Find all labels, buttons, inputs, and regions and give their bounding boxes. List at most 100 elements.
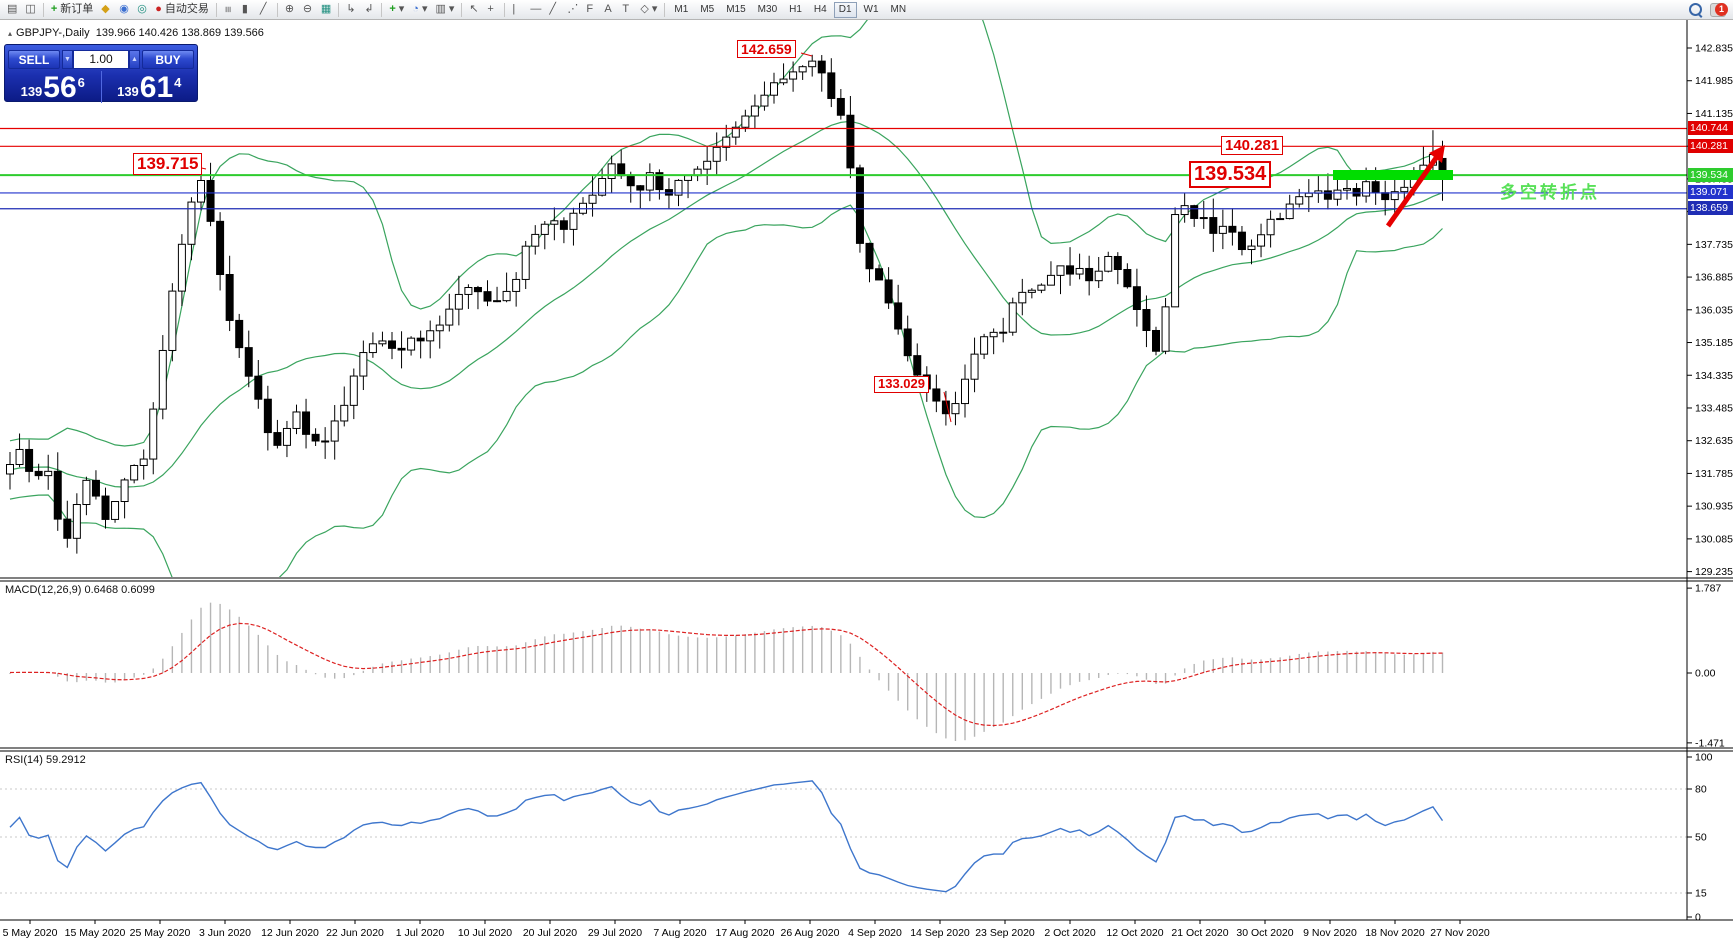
chart-window-glyph: ▤ — [7, 3, 18, 15]
tile-windows-button[interactable]: ▦ — [317, 1, 335, 18]
bollinger-bands — [9, 20, 1443, 577]
volume-input[interactable] — [73, 49, 129, 69]
symbol-period-label: GBPJPY-,Daily — [16, 27, 90, 39]
date-tick: 15 May 2020 — [65, 927, 126, 939]
navigator-icon[interactable]: ◫ — [21, 1, 39, 18]
dropdown-icon: ▾ — [651, 3, 658, 15]
vertical-line-button[interactable]: | — [508, 1, 526, 18]
price-tick: 141.985 — [1695, 75, 1733, 87]
sell-button[interactable]: SELL — [8, 49, 60, 69]
toolbar-separator — [42, 2, 44, 17]
main-toolbar: ▤ ◫ + 新订单 ◆ ◉ ◎ ● 自动交易 ≡ ▮ ╱ ⊕ ⊖ ▦ ↳ ↲ +… — [0, 0, 1733, 20]
horizontal-line-button[interactable]: — — [526, 1, 545, 18]
timeframe-button-D1[interactable]: D1 — [833, 1, 857, 18]
red-trend-arrow[interactable] — [1385, 145, 1445, 228]
price-tick: 132.635 — [1695, 435, 1733, 447]
date-tick: 18 Nov 2020 — [1365, 927, 1425, 939]
rsi-tick: 15 — [1695, 888, 1707, 900]
date-tick: 23 Sep 2020 — [975, 927, 1035, 939]
signals-icon[interactable]: ◎ — [133, 1, 151, 18]
diamond-icon: ◆ — [101, 3, 110, 15]
indicator-windows-button[interactable]: ↳ — [342, 1, 360, 18]
price-callout-139.534[interactable]: 139.534 — [1189, 161, 1272, 188]
price-tick: 130.085 — [1695, 533, 1733, 545]
buy-price[interactable]: 139 61 4 — [102, 71, 198, 103]
price-callout-133.029[interactable]: 133.029 — [874, 376, 929, 393]
virtual-hosting-icon[interactable]: ◉ — [115, 1, 133, 18]
date-tick: 5 May 2020 — [3, 927, 58, 939]
price-tick: 137.735 — [1695, 239, 1733, 251]
autotrading-icon: ● — [155, 3, 162, 15]
price-tick: 131.785 — [1695, 468, 1733, 480]
bar-chart-button[interactable]: ≡ — [220, 1, 238, 18]
price-tag-140.281: 140.281 — [1688, 138, 1733, 153]
objects-list-button[interactable]: ↲ — [360, 1, 378, 18]
candles-layer — [6, 54, 1447, 554]
price-tick: 129.235 — [1695, 566, 1733, 578]
text-button[interactable]: A — [600, 1, 618, 18]
volume-increase-button[interactable]: ▲ — [129, 49, 140, 69]
price-callout-142.659[interactable]: 142.659 — [737, 40, 796, 59]
search-button[interactable] — [1685, 1, 1706, 18]
candlestick-chart-button[interactable]: ▮ — [238, 1, 256, 18]
notifications-button[interactable]: 1 — [1706, 1, 1730, 18]
chart-canvas[interactable]: 142.835141.985141.135140.285139.435138.5… — [0, 20, 1733, 946]
horizontal-line-icon: — — [530, 3, 542, 15]
chart-annotation-text[interactable]: 多空转折点 — [1500, 183, 1600, 202]
rsi-gridlines — [0, 788, 1687, 894]
timeframe-button-H1[interactable]: H1 — [784, 2, 807, 18]
new-order-button[interactable]: + 新订单 — [47, 1, 97, 18]
toolbar-separator — [664, 2, 666, 17]
sell-price[interactable]: 139 56 6 — [5, 71, 102, 103]
zoom-in-button[interactable]: ⊕ — [281, 1, 299, 18]
autotrading-label: 自动交易 — [164, 3, 209, 15]
green-highlight-bar[interactable] — [1333, 170, 1453, 180]
date-tick: 14 Sep 2020 — [910, 927, 970, 939]
date-tick: 29 Jul 2020 — [588, 927, 642, 939]
rsi-tick: 0 — [1695, 912, 1701, 924]
timeframe-button-H4[interactable]: H4 — [809, 2, 832, 18]
timeframe-button-M5[interactable]: M5 — [695, 2, 719, 18]
price-callout-139.715[interactable]: 139.715 — [133, 153, 203, 175]
zoom-out-icon: ⊖ — [302, 3, 313, 15]
buy-price-big: 61 — [139, 71, 174, 104]
text-icon: A — [604, 3, 612, 15]
line-chart-button[interactable]: ╱ — [256, 1, 274, 18]
trendline-button[interactable]: ╱ — [545, 1, 563, 18]
template-button[interactable]: ▥ ▾ — [431, 1, 458, 18]
price-tick: 130.935 — [1695, 501, 1733, 513]
date-tick: 4 Sep 2020 — [848, 927, 902, 939]
shapes-button[interactable]: ◇ ▾ — [636, 1, 661, 18]
notification-badge: 1 — [1715, 3, 1728, 16]
timeframe-button-M1[interactable]: M1 — [669, 2, 693, 18]
mql5-icon[interactable]: ◆ — [97, 1, 115, 18]
fibonacci-button[interactable]: F — [582, 1, 600, 18]
chart-window-icon[interactable]: ▤ — [3, 1, 21, 18]
toolbar-separator — [504, 2, 506, 17]
timeframe-button-MN[interactable]: MN — [886, 2, 912, 18]
sell-price-big: 56 — [43, 71, 77, 104]
profiles-button[interactable]: ◔ ▾ — [408, 1, 431, 18]
buy-button[interactable]: BUY — [142, 49, 194, 69]
date-tick: 3 Jun 2020 — [199, 927, 251, 939]
timeframe-button-M30[interactable]: M30 — [753, 2, 782, 18]
callout-leader-line — [800, 52, 813, 57]
price-tick: 134.335 — [1695, 370, 1733, 382]
price-tick: 135.185 — [1695, 337, 1733, 349]
autotrading-button[interactable]: ● 自动交易 — [151, 1, 213, 18]
price-callout-140.281[interactable]: 140.281 — [1221, 136, 1284, 156]
timeframe-button-W1[interactable]: W1 — [859, 2, 884, 18]
objects-list-icon: ↲ — [364, 3, 374, 15]
zoom-out-button[interactable]: ⊖ — [299, 1, 317, 18]
price-tag-139.071: 139.071 — [1688, 185, 1733, 200]
crosshair-button[interactable]: + — [483, 1, 501, 18]
label-button[interactable]: T — [618, 1, 636, 18]
price-tag-138.659: 138.659 — [1688, 201, 1733, 216]
timeframe-button-M15[interactable]: M15 — [721, 2, 750, 18]
buy-price-prefix: 139 — [117, 84, 139, 99]
cursor-button[interactable]: ↖ — [465, 1, 483, 18]
volume-decrease-button[interactable]: ▼ — [62, 49, 73, 69]
channel-button[interactable]: ⋰ — [563, 1, 582, 18]
add-indicator-button[interactable]: + ▾ — [385, 1, 408, 18]
